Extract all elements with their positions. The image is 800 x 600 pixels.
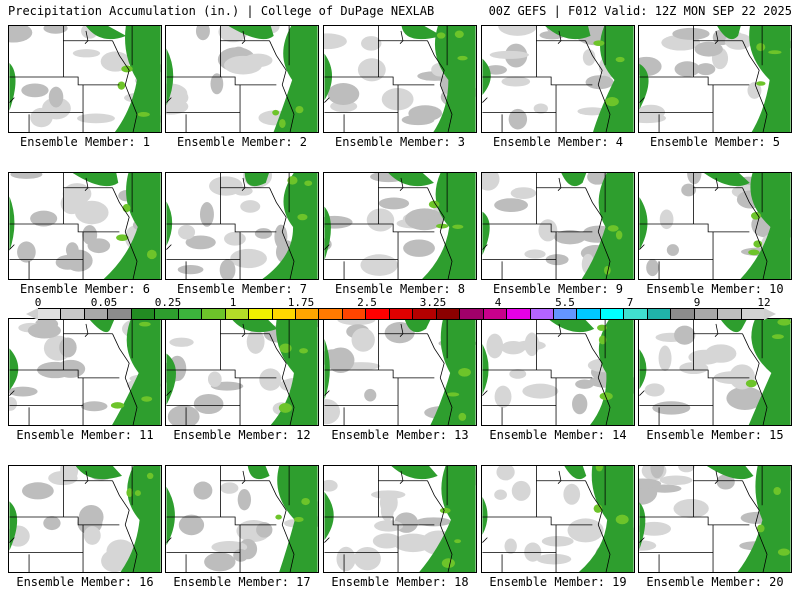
ensemble-member-label: Ensemble Member: 12 (173, 428, 311, 442)
colorbar-tick-label: 0 (34, 296, 42, 309)
precipitation-colorbar (38, 308, 765, 320)
colorbar-swatch (38, 309, 62, 319)
colorbar-tick-label: 1 (229, 296, 237, 309)
ensemble-member-map (638, 465, 792, 573)
ensemble-member-map (481, 172, 635, 280)
ensemble-member-map (8, 318, 162, 426)
ensemble-member-label: Ensemble Member: 6 (19, 282, 151, 296)
ensemble-member-map (323, 25, 477, 133)
colorbar-tick-label: 5.5 (555, 296, 575, 309)
ensemble-member-map (481, 465, 635, 573)
model-run-info: 00Z GEFS | F012 Valid: 12Z MON SEP 22 20… (488, 4, 792, 18)
colorbar-swatch (460, 309, 484, 319)
colorbar-max-arrow (764, 308, 776, 320)
ensemble-member-map (638, 318, 792, 426)
colorbar-swatch (600, 309, 625, 319)
ensemble-member-label: Ensemble Member: 16 (16, 575, 154, 589)
colorbar-tick-label: 0.25 (154, 296, 182, 309)
ensemble-member-label: Ensemble Member: 18 (331, 575, 469, 589)
colorbar-swatch (272, 309, 296, 319)
colorbar-swatch (624, 309, 648, 319)
ensemble-member-map (323, 172, 477, 280)
ensemble-member-label: Ensemble Member: 10 (646, 282, 784, 296)
ensemble-member-map (323, 465, 477, 573)
colorbar-tick-label: 4 (494, 296, 502, 309)
colorbar-tick-label: 9 (693, 296, 701, 309)
ensemble-member-map (8, 465, 162, 573)
colorbar-swatch (577, 309, 601, 319)
ensemble-member-label: Ensemble Member: 20 (646, 575, 784, 589)
ensemble-member-map (165, 25, 319, 133)
ensemble-member-map (323, 318, 477, 426)
ensemble-member-map (481, 25, 635, 133)
colorbar-tick-label: 12 (757, 296, 771, 309)
ensemble-member-map (165, 465, 319, 573)
colorbar-swatch (202, 309, 226, 319)
colorbar-swatch (507, 309, 531, 319)
colorbar-swatch (249, 309, 273, 319)
colorbar-swatch (61, 309, 85, 319)
colorbar-tick-label: 2.5 (357, 296, 377, 309)
colorbar-swatch (155, 309, 179, 319)
ensemble-member-label: Ensemble Member: 13 (331, 428, 469, 442)
ensemble-member-label: Ensemble Member: 11 (16, 428, 154, 442)
colorbar-swatch (295, 309, 320, 319)
colorbar-tick-label: 0.05 (90, 296, 118, 309)
ensemble-member-label: Ensemble Member: 4 (492, 135, 624, 149)
ensemble-member-label: Ensemble Member: 3 (334, 135, 466, 149)
colorbar-swatch (366, 309, 390, 319)
colorbar-swatch (131, 309, 156, 319)
colorbar-tick-label: 1.75 (287, 296, 315, 309)
ensemble-member-map (638, 172, 792, 280)
colorbar-swatch (694, 309, 719, 319)
colorbar-swatch (84, 309, 109, 319)
colorbar-min-arrow (26, 308, 38, 320)
ensemble-member-label: Ensemble Member: 5 (649, 135, 781, 149)
ensemble-member-label: Ensemble Member: 17 (173, 575, 311, 589)
ensemble-member-label: Ensemble Member: 8 (334, 282, 466, 296)
ensemble-member-label: Ensemble Member: 15 (646, 428, 784, 442)
ensemble-member-label: Ensemble Member: 9 (492, 282, 624, 296)
ensemble-member-label: Ensemble Member: 19 (489, 575, 627, 589)
colorbar-swatch (108, 309, 132, 319)
ensemble-member-label: Ensemble Member: 7 (176, 282, 308, 296)
colorbar-tick-label: 7 (626, 296, 634, 309)
colorbar-swatch (647, 309, 672, 319)
colorbar-swatch (342, 309, 367, 319)
ensemble-member-label: Ensemble Member: 14 (489, 428, 627, 442)
colorbar-swatch (389, 309, 414, 319)
colorbar-swatch (718, 309, 742, 319)
colorbar-tick-label: 3.25 (419, 296, 447, 309)
ensemble-member-map (8, 172, 162, 280)
colorbar-swatch (483, 309, 508, 319)
ensemble-member-map (481, 318, 635, 426)
colorbar-swatch (225, 309, 250, 319)
ensemble-member-map (165, 318, 319, 426)
ensemble-member-map (8, 25, 162, 133)
ensemble-member-map (165, 172, 319, 280)
ensemble-member-label: Ensemble Member: 2 (176, 135, 308, 149)
colorbar-swatch (553, 309, 578, 319)
colorbar-swatch (741, 309, 765, 319)
ensemble-member-map (638, 25, 792, 133)
colorbar-swatch (319, 309, 343, 319)
chart-title: Precipitation Accumulation (in.) | Colle… (8, 4, 435, 18)
colorbar-swatch (436, 309, 461, 319)
colorbar-swatch (530, 309, 554, 319)
ensemble-member-label: Ensemble Member: 1 (19, 135, 151, 149)
colorbar-swatch (178, 309, 203, 319)
colorbar-swatch (671, 309, 695, 319)
colorbar-swatch (413, 309, 437, 319)
